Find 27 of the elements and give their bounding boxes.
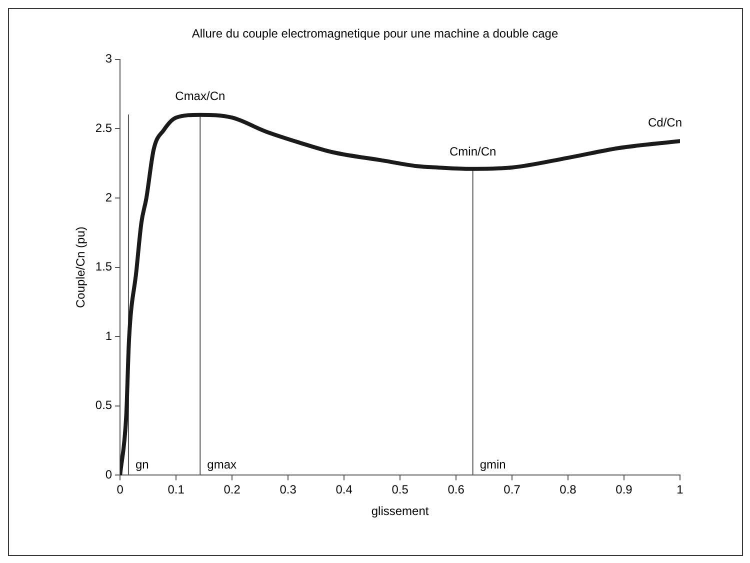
- x-tick-label: 0.1: [168, 482, 185, 497]
- x-tick-label: 0.5: [392, 482, 409, 497]
- y-axis-title: Couple/Cn (pu): [74, 226, 88, 308]
- x-tick-label: 0.9: [616, 482, 633, 497]
- y-tick-label: 0: [105, 468, 112, 482]
- x-tick-label: 0: [116, 482, 124, 497]
- y-tick-label: 2: [105, 190, 112, 204]
- x-axis-title: glissement: [371, 504, 430, 518]
- annotation: gmin: [480, 458, 506, 472]
- annotation: gn: [135, 458, 149, 472]
- x-tick-label: 1: [676, 482, 684, 497]
- y-tick-label: 1: [105, 328, 112, 343]
- y-tick-label: 2.5: [95, 121, 112, 136]
- y-tick-label: 1.5: [95, 260, 112, 274]
- x-tick-label: 0.3: [280, 482, 297, 497]
- annotation: Cmax/Cn: [175, 89, 226, 104]
- annotation: Cmin/Cn: [449, 144, 496, 159]
- annotation: gmax: [207, 458, 236, 472]
- x-tick-label: 0.8: [560, 482, 577, 497]
- x-tick-label: 0.6: [448, 482, 465, 497]
- annotation: Cd/Cn: [648, 115, 682, 130]
- x-tick-label: 0.2: [224, 482, 241, 497]
- x-tick-label: 0.4: [336, 482, 353, 497]
- y-tick-label: 3: [105, 52, 112, 66]
- chart-title: Allure du couple electromagnetique pour une machine a double cage: [192, 26, 558, 41]
- x-tick-label: 0.7: [504, 482, 521, 497]
- y-tick-label: 0.5: [95, 398, 112, 412]
